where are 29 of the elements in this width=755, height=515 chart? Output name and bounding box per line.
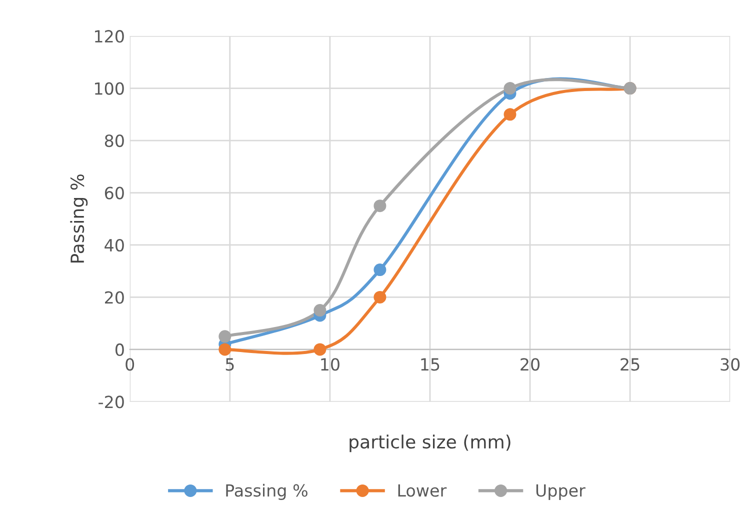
point xyxy=(314,343,326,356)
point xyxy=(218,330,232,343)
point xyxy=(218,343,232,356)
y-tick-label: 0 xyxy=(115,343,124,356)
x-tick-label: 5 xyxy=(226,358,234,371)
x-tick-label: 25 xyxy=(620,358,640,371)
y-tick-label: 120 xyxy=(95,30,124,43)
point xyxy=(314,304,326,317)
point xyxy=(374,290,386,304)
legend-label: Upper xyxy=(536,484,586,500)
point xyxy=(504,108,516,121)
legend-label: Passing % xyxy=(226,484,308,500)
point xyxy=(374,264,386,276)
legend-label: Lower xyxy=(398,484,447,497)
y-tick-label: 80 xyxy=(104,134,124,148)
y-tick-label: 20 xyxy=(105,291,124,304)
point xyxy=(374,200,386,212)
x-tick-label: 30 xyxy=(720,358,740,371)
x-tick-label: 10 xyxy=(321,358,340,371)
y-tick-label: 40 xyxy=(104,238,124,252)
x-tick-label: 20 xyxy=(520,358,540,371)
y-axis-title: Passing % xyxy=(70,174,88,262)
x-tick-label: 0 xyxy=(126,358,134,371)
y-tick-label: 60 xyxy=(104,186,124,200)
point xyxy=(504,82,516,95)
y-tick-label: -20 xyxy=(98,396,124,408)
y-tick-label: 100 xyxy=(95,82,124,95)
x-axis-title: particle size (mm) xyxy=(350,434,510,452)
x-tick-label: 15 xyxy=(421,358,440,371)
